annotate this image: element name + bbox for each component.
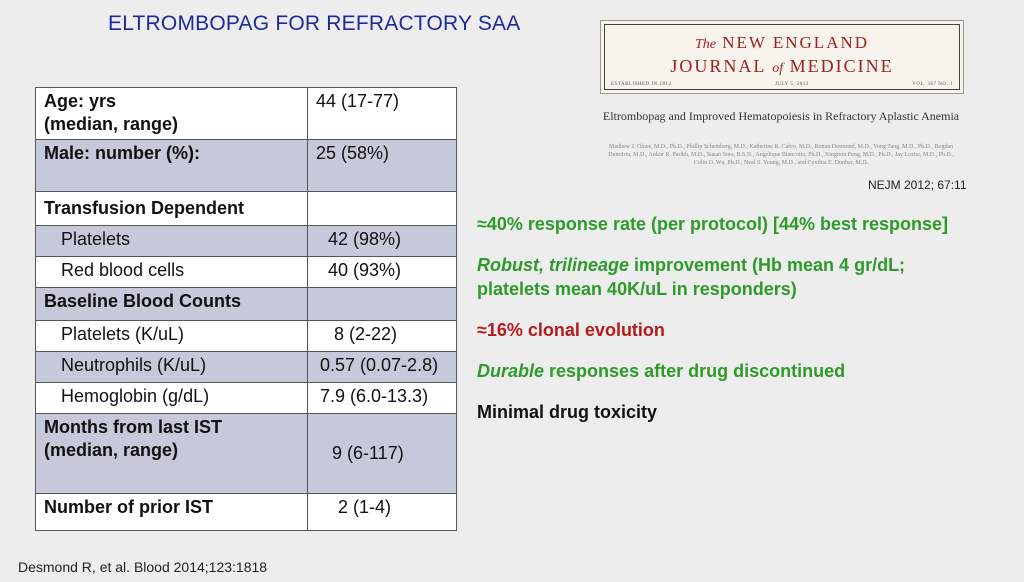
masthead-dateline: ESTABLISHED IN 1812 JULY 5, 2012 VOL. 36… (611, 82, 953, 87)
masthead-journal: JOURNAL (670, 56, 766, 76)
row-label: Hemoglobin (g/dL) (35, 382, 308, 414)
finding-trilineage: Robust, trilineage improvement (Hb mean … (477, 253, 977, 301)
row-label: Neutrophils (K/uL) (35, 351, 308, 383)
row-value (307, 191, 457, 226)
nejm-masthead: The NEW ENGLAND JOURNAL of MEDICINE ESTA… (600, 20, 964, 94)
table-row: Neutrophils (K/uL) 0.57 (0.07-2.8) (35, 351, 457, 383)
table-row: Baseline Blood Counts (35, 287, 457, 321)
masthead-volume: VOL. 367 NO. 1 (912, 82, 953, 87)
masthead-date: JULY 5, 2012 (774, 82, 809, 87)
source-reference: Desmond R, et al. Blood 2014;123:1818 (18, 559, 268, 575)
row-label: Transfusion Dependent (35, 191, 308, 226)
finding-durable: Durable responses after drug discontinue… (477, 359, 977, 383)
table-row: Red blood cells 40 (93%) (35, 256, 457, 288)
row-value: 0.57 (0.07-2.8) (307, 351, 457, 383)
row-label: Platelets (35, 225, 308, 257)
row-label: Months from last IST (median, range) (35, 413, 308, 494)
findings-list: ≈40% response rate (per protocol) [44% b… (477, 212, 977, 441)
table-row: Age: yrs (median, range) 44 (17-77) (35, 87, 457, 140)
table-row: Hemoglobin (g/dL) 7.9 (6.0-13.3) (35, 382, 457, 414)
finding-toxicity: Minimal drug toxicity (477, 402, 658, 422)
masthead-new-england: NEW ENGLAND (722, 33, 870, 52)
table-row: Transfusion Dependent (35, 191, 457, 226)
row-label: Red blood cells (35, 256, 308, 288)
nejm-citation: NEJM 2012; 67:11 (868, 178, 967, 192)
article-authors: Matthew J. Olnes, M.D., Ph.D., Phillip S… (608, 144, 954, 166)
row-label: Age: yrs (median, range) (35, 87, 308, 140)
article-title: Eltrombopag and Improved Hematopoiesis i… (602, 109, 960, 123)
row-value (307, 287, 457, 321)
row-value: 7.9 (6.0-13.3) (307, 382, 457, 414)
finding-response-rate: ≈40% response rate (per protocol) [44% b… (477, 214, 949, 234)
masthead-of: of (772, 61, 784, 76)
row-value: 9 (6-117) (307, 413, 457, 494)
patient-characteristics-table: Age: yrs (median, range) 44 (17-77) Male… (35, 87, 457, 531)
slide-title: ELTROMBOPAG FOR REFRACTORY SAA (108, 12, 521, 35)
table-row: Number of prior IST 2 (1-4) (35, 493, 457, 531)
row-label: Platelets (K/uL) (35, 320, 308, 352)
table-row: Platelets (K/uL) 8 (2-22) (35, 320, 457, 352)
table-row: Male: number (%): 25 (58%) (35, 139, 457, 192)
table-row: Months from last IST (median, range) 9 (… (35, 413, 457, 494)
finding-durable-italic: Durable (477, 361, 545, 381)
finding-trilineage-text: improvement (Hb mean 4 gr/dL; platelets … (477, 255, 906, 299)
row-value: 40 (93%) (307, 256, 457, 288)
masthead-established: ESTABLISHED IN 1812 (611, 82, 672, 87)
row-label: Baseline Blood Counts (35, 287, 308, 321)
finding-clonal-evolution: ≈16% clonal evolution (477, 320, 665, 340)
masthead-medicine: MEDICINE (789, 56, 894, 76)
row-label: Male: number (%): (35, 139, 308, 192)
row-value: 2 (1-4) (307, 493, 457, 531)
row-value: 42 (98%) (307, 225, 457, 257)
row-value: 25 (58%) (307, 139, 457, 192)
table-row: Platelets 42 (98%) (35, 225, 457, 257)
finding-trilineage-italic: Robust, trilineage (477, 255, 630, 275)
row-label: Number of prior IST (35, 493, 308, 531)
masthead-the: The (694, 37, 716, 52)
finding-durable-text: responses after drug discontinued (544, 361, 846, 381)
row-value: 8 (2-22) (307, 320, 457, 352)
row-value: 44 (17-77) (307, 87, 457, 140)
